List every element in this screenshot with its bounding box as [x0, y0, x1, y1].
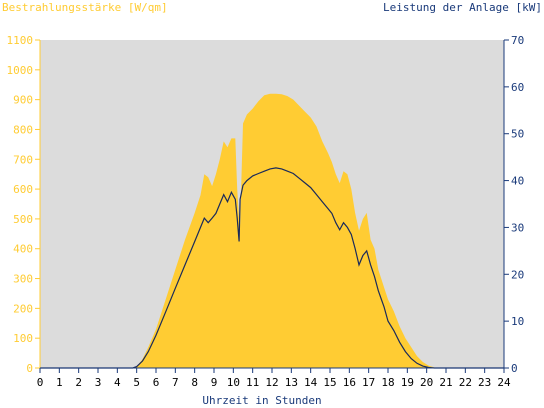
x-tick-label: 8	[191, 376, 198, 389]
x-tick-label: 7	[172, 376, 179, 389]
x-tick-label: 4	[114, 376, 121, 389]
x-tick-label: 2	[75, 376, 82, 389]
left-axis-label: Bestrahlungsstärke [W/qm]	[2, 1, 168, 14]
right-tick-label: 60	[511, 81, 524, 94]
x-tick-label: 1	[56, 376, 63, 389]
x-tick-label: 3	[95, 376, 102, 389]
x-tick-label: 14	[304, 376, 318, 389]
x-tick-label: 19	[401, 376, 414, 389]
x-tick-label: 18	[381, 376, 394, 389]
left-tick-label: 900	[13, 94, 33, 107]
left-tick-label: 700	[13, 153, 33, 166]
left-tick-label: 0	[26, 362, 33, 375]
x-axis-ticks: 0 1 2 3 4 5 6 7 8 9 10 11 12 13 14 15 16 17 18 19 20 21 22 23 24	[37, 368, 511, 389]
x-tick-label: 6	[153, 376, 160, 389]
right-tick-label: 10	[511, 315, 524, 328]
left-tick-label: 500	[13, 213, 33, 226]
right-axis-label: Leistung der Anlage [kW]	[383, 1, 542, 14]
left-tick-label: 100	[13, 332, 33, 345]
x-tick-label: 13	[285, 376, 298, 389]
x-tick-label: 15	[323, 376, 336, 389]
x-tick-label: 5	[133, 376, 140, 389]
left-axis-ticks: 0 100 200 300 400 500 600 700 800 900 1000 1100	[7, 34, 40, 375]
right-tick-label: 30	[511, 221, 524, 234]
right-tick-label: 50	[511, 128, 524, 141]
x-tick-label: 12	[265, 376, 278, 389]
x-tick-label: 0	[37, 376, 44, 389]
x-tick-label: 20	[420, 376, 433, 389]
left-tick-label: 800	[13, 123, 33, 136]
x-tick-label: 10	[227, 376, 240, 389]
right-tick-label: 70	[511, 34, 524, 47]
right-tick-label: 40	[511, 175, 524, 188]
left-tick-label: 300	[13, 273, 33, 286]
x-tick-label: 17	[362, 376, 375, 389]
power-line	[40, 167, 504, 369]
x-tick-label: 22	[459, 376, 472, 389]
irradiance-area	[40, 93, 504, 368]
right-tick-label: 20	[511, 268, 524, 281]
left-tick-label: 400	[13, 243, 33, 256]
right-tick-label: 0	[511, 362, 518, 375]
left-tick-label: 200	[13, 302, 33, 315]
x-tick-label: 23	[478, 376, 491, 389]
x-tick-label: 11	[246, 376, 259, 389]
x-tick-label: 21	[439, 376, 452, 389]
left-tick-label: 1100	[7, 34, 34, 47]
left-tick-label: 1000	[7, 64, 34, 77]
right-axis-ticks: 0 10 20 30 40 50 60 70	[504, 34, 524, 375]
x-tick-label: 16	[343, 376, 356, 389]
x-tick-label: 9	[211, 376, 218, 389]
left-tick-label: 600	[13, 183, 33, 196]
x-axis-label: Uhrzeit in Stunden	[202, 394, 321, 407]
x-tick-label: 24	[497, 376, 511, 389]
